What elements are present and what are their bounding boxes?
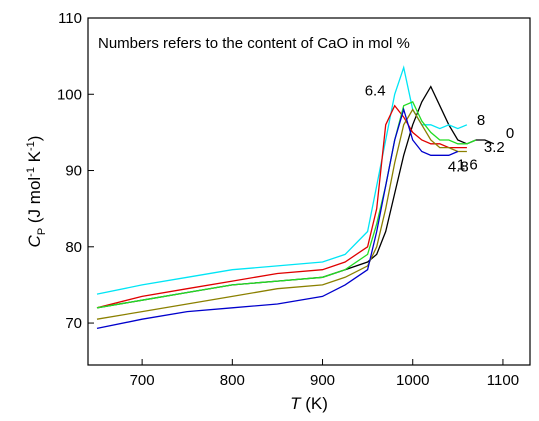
series-line [96, 65, 468, 295]
x-tick-label: 900 [310, 372, 335, 389]
y-tick-label: 100 [57, 86, 82, 103]
y-tick-label: 70 [65, 315, 82, 332]
y-tick-label: 80 [65, 239, 82, 256]
label-part: (J mol [25, 177, 44, 228]
label-part: P [36, 228, 48, 235]
series-label: 0 [506, 125, 514, 142]
series-label: 6.4 [365, 83, 386, 100]
x-tick-label: 1100 [487, 372, 519, 389]
y-axis-label: CP (J mol-1 K-1) [25, 136, 48, 248]
series-label: 8 [477, 112, 485, 129]
series-line [96, 107, 459, 330]
series-line [96, 104, 467, 309]
x-axis-label: T (K) [290, 394, 328, 413]
series-label: 4.8 [448, 158, 469, 175]
x-tick-label: 1000 [396, 372, 429, 389]
label-part: C [25, 234, 44, 247]
y-tick-label: 110 [58, 10, 82, 27]
x-tick-label: 800 [220, 372, 245, 389]
label-part: (K) [301, 394, 328, 413]
label-part: -1 [25, 167, 37, 177]
series-label: 1.6 [457, 156, 478, 173]
x-tick-label: 700 [130, 372, 155, 389]
label-part: ) [25, 136, 44, 142]
series-line [96, 101, 477, 309]
label-part: -1 [25, 141, 37, 151]
plot-frame [87, 17, 531, 366]
series-line [96, 108, 467, 320]
series-label: 3.2 [484, 139, 505, 156]
annotation: Numbers refers to the content of CaO in … [98, 35, 410, 52]
label-part: K [25, 150, 44, 167]
y-tick-label: 90 [65, 163, 82, 180]
series-line [96, 85, 495, 309]
label-part: T [290, 394, 302, 413]
